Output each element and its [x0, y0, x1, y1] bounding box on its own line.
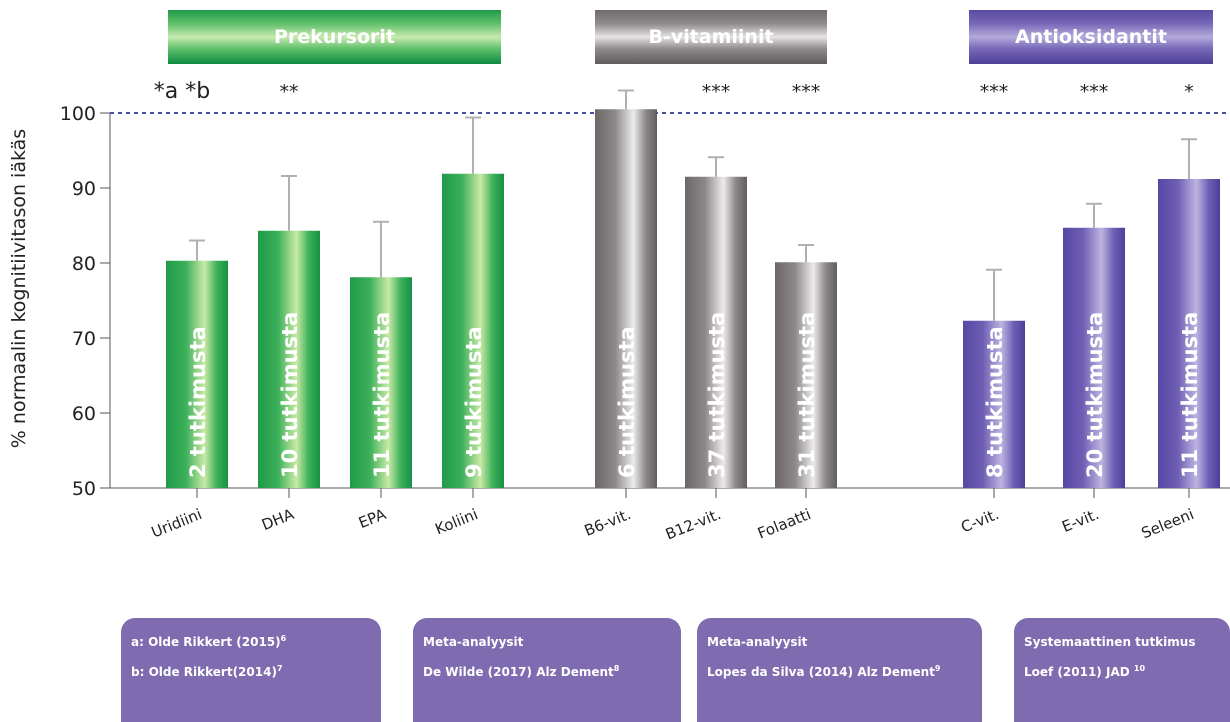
reference-line: b: Olde Rikkert(2014)7: [131, 664, 283, 680]
group-header-prekursorit: Prekursorit: [168, 10, 501, 64]
reference-line: Lopes da Silva (2014) Alz Dement9: [707, 664, 941, 680]
bar-label: 9 tutkimusta: [462, 326, 486, 478]
bar-label: 20 tutkimusta: [1083, 312, 1107, 478]
reference-box-2: Meta-analyysit De Wilde (2017) Alz Demen…: [413, 618, 681, 722]
bar: [963, 320, 1025, 488]
category-label: EPA: [356, 505, 389, 532]
bar: [775, 262, 837, 488]
category-label: Koliini: [433, 505, 481, 538]
reference-box-3: Meta-analyysit Lopes da Silva (2014) Alz…: [697, 618, 982, 722]
bar: [258, 230, 320, 488]
significance-marker: ***: [792, 81, 821, 103]
y-tick-label: 50: [72, 478, 96, 500]
group-header-antioksidantit: Antioksidantit: [969, 10, 1213, 64]
category-label: C-vit.: [958, 505, 1001, 536]
reference-line: a: Olde Rikkert (2015)6: [131, 634, 287, 650]
bar: [1158, 179, 1220, 488]
group-header-b-vitamiinit: B-vitamiinit: [595, 10, 827, 64]
bar-label: 37 tutkimusta: [705, 312, 729, 478]
category-label: DHA: [259, 505, 297, 534]
bar-label: 11 tutkimusta: [370, 312, 394, 478]
category-label: E-vit.: [1059, 505, 1101, 536]
y-tick-label: 60: [72, 403, 96, 425]
reference-line: De Wilde (2017) Alz Dement8: [423, 664, 620, 680]
category-label: Uridiini: [149, 505, 205, 541]
category-label: Folaatti: [755, 505, 813, 543]
significance-marker: ***: [980, 81, 1009, 103]
category-label: B6-vit.: [582, 505, 634, 540]
bar: [166, 260, 228, 488]
y-tick-label: 90: [72, 178, 96, 200]
group-header-label: Prekursorit: [273, 26, 396, 48]
reference-box-1: a: Olde Rikkert (2015)6 b: Olde Rikkert(…: [121, 618, 381, 722]
group-header-label: Antioksidantit: [1015, 26, 1167, 48]
bar-label: 31 tutkimusta: [795, 312, 819, 478]
reference-line: Meta-analyysit: [707, 635, 808, 649]
y-axis-label: % normaalin kognitiivitason iäkäs: [8, 129, 30, 448]
reference-line: Loef (2011) JAD 10: [1024, 664, 1146, 680]
y-tick-label: 80: [72, 253, 96, 275]
bar-label: 10 tutkimusta: [278, 312, 302, 478]
bar-label: 11 tutkimusta: [1178, 312, 1202, 478]
y-tick-label: 70: [72, 328, 96, 350]
reference-box-4: Systemaattinen tutkimus Loef (2011) JAD …: [1014, 618, 1230, 722]
reference-line: Meta-analyysit: [423, 635, 524, 649]
significance-marker: *: [1184, 81, 1194, 103]
bar-chart: 50 60 70 80 90 100 % normaalin kognitiivitason…: [8, 79, 1230, 543]
bar: [685, 176, 747, 488]
category-label: Seleeni: [1139, 505, 1197, 542]
reference-line: Systemaattinen tutkimus: [1024, 635, 1196, 649]
group-header-label: B-vitamiinit: [648, 26, 774, 48]
significance-marker: *a *b: [154, 79, 210, 104]
significance-marker: ***: [702, 81, 731, 103]
category-label: B12-vit.: [663, 505, 724, 543]
y-tick-label: 100: [60, 103, 96, 125]
significance-marker: **: [280, 81, 299, 103]
bar: [350, 277, 412, 488]
significance-marker: ***: [1080, 81, 1109, 103]
bar-label: 8 tutkimusta: [983, 326, 1007, 478]
bar-label: 6 tutkimusta: [615, 326, 639, 478]
bar: [442, 173, 504, 488]
bar: [1063, 227, 1125, 488]
bar-label: 2 tutkimusta: [186, 326, 210, 478]
bar: [595, 109, 657, 488]
